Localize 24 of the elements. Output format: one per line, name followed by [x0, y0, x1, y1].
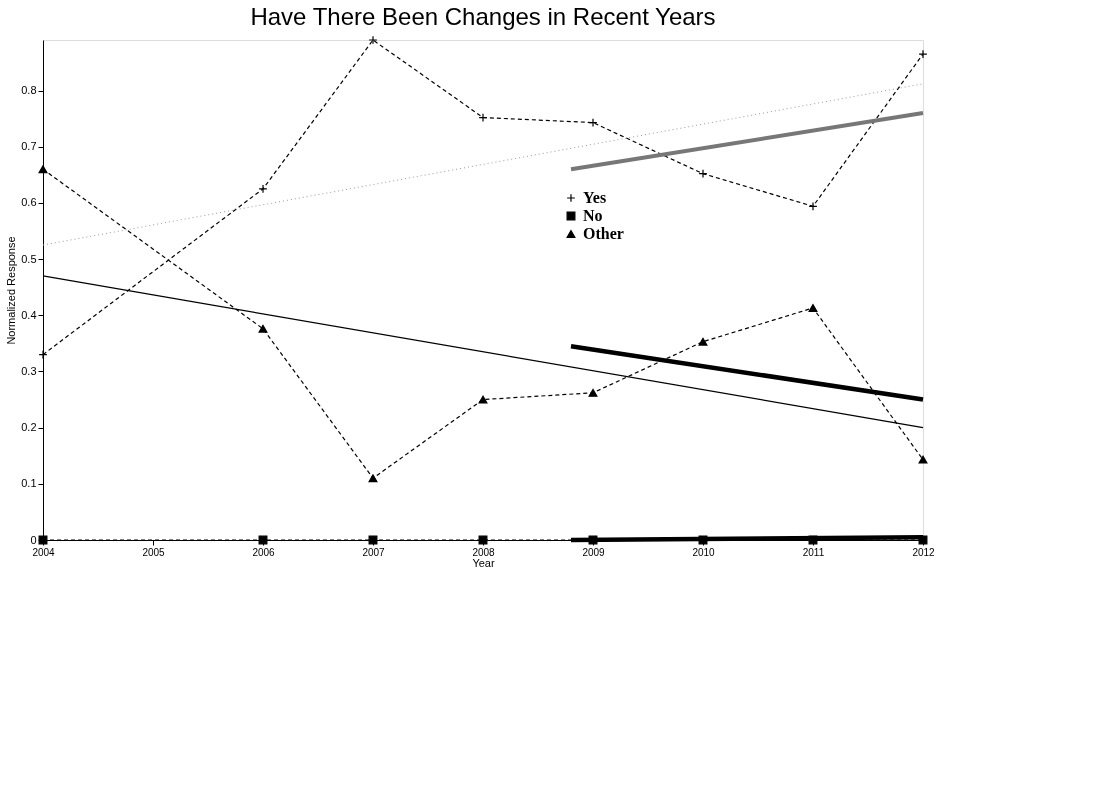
y-tick-label: 0.5: [21, 252, 37, 265]
x-tick-label: 2006: [252, 546, 276, 558]
y-tick-label: 0.4: [21, 308, 37, 321]
y-tick-label: 0.3: [21, 364, 37, 377]
x-tick-label: 2007: [362, 546, 386, 558]
x-tick-label: 2012: [912, 546, 936, 558]
x-tick-label: 2011: [802, 546, 825, 558]
chart-title: Have There Been Changes in Recent Years: [250, 2, 716, 30]
y-tick-label: 0.6: [21, 196, 37, 209]
y-tick-label: 0.7: [21, 140, 37, 153]
y-tick-label: 0.2: [21, 421, 37, 434]
x-tick-label: 2005: [142, 546, 166, 558]
y-tick-label: 0.8: [21, 84, 37, 97]
y-axis-title: Normalized Response: [5, 236, 18, 345]
x-tick-label: 2004: [32, 546, 56, 558]
legend-label: Yes: [583, 189, 607, 206]
x-axis-title: Year: [472, 556, 495, 569]
y-tick-label: 0: [30, 533, 37, 546]
legend-label: Other: [583, 225, 624, 242]
x-tick-label: 2008: [472, 546, 496, 558]
x-tick-label: 2010: [692, 546, 716, 558]
x-tick-label: 2009: [582, 546, 606, 558]
y-tick-label: 0.1: [21, 477, 37, 490]
legend-label: No: [583, 207, 603, 224]
